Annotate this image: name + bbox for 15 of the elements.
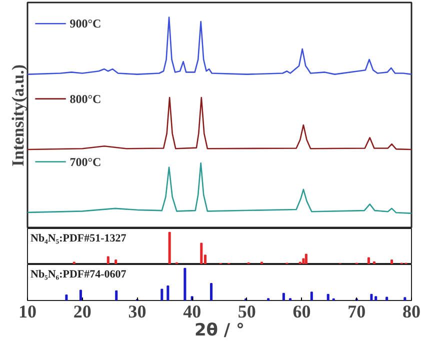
x-tick-label: 10 xyxy=(18,302,36,322)
x-tick-label: 30 xyxy=(128,302,146,322)
x-tick-label: 20 xyxy=(73,302,92,322)
x-tick-label: 50 xyxy=(238,302,256,322)
legend-label: 800°C xyxy=(70,92,102,106)
x-tick-label: 60 xyxy=(292,302,311,322)
chart-title: Nb₄N₅:PDF#51-1327 xyxy=(30,232,127,244)
legend-label: 700°C xyxy=(70,154,102,169)
x-tick-label: 80 xyxy=(402,302,420,322)
y-axis-title: Intensity(a.u.) xyxy=(8,64,28,167)
chart-title: Nb₅N₆:PDF#74-0607 xyxy=(30,268,127,280)
x-tick-label: 70 xyxy=(348,302,366,322)
x-axis-title: 2θ / ° xyxy=(194,320,245,340)
legend-label: 900°C xyxy=(70,16,102,31)
x-tick-label: 40 xyxy=(183,302,202,322)
